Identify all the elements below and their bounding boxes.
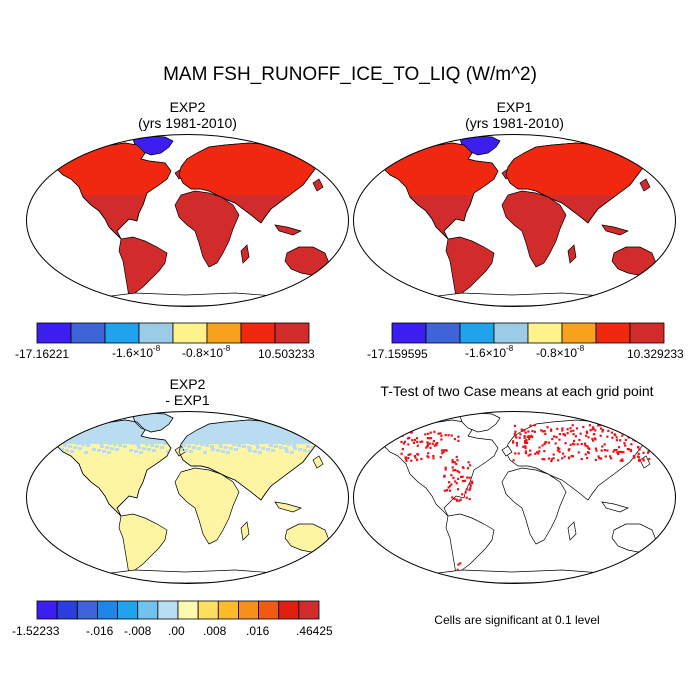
- colorbar-swatch: [104, 322, 140, 344]
- panel-diff-title: EXP2 - EXP1: [25, 376, 350, 408]
- colorbar-swatch: [391, 322, 427, 344]
- colorbar-swatch: [217, 600, 239, 620]
- continent-au: [284, 246, 330, 276]
- island: [601, 501, 629, 513]
- colorbar-exp2-tick-1: -1.6×10-8: [112, 344, 161, 360]
- colorbar-swatch: [238, 600, 259, 620]
- panel-exp1-title-main: EXP1: [496, 99, 533, 115]
- colorbar-exp1: [391, 322, 665, 344]
- continent-sa: [445, 236, 495, 298]
- panel-diff-subtitle: - EXP1: [165, 392, 210, 408]
- island: [274, 224, 302, 236]
- figure-title: MAM FSH_RUNOFF_ICE_TO_LIQ (W/m^2): [163, 64, 537, 85]
- panel-exp2-title: EXP2 (yrs 1981-2010): [25, 99, 350, 131]
- colorbar-swatch: [197, 600, 219, 620]
- colorbar-swatch: [258, 600, 280, 620]
- island: [639, 178, 651, 192]
- island: [312, 178, 324, 192]
- map-exp2: [26, 134, 349, 307]
- significant-cells: [400, 424, 656, 571]
- colorbar-exp2-min-label: -17.16221: [15, 347, 70, 361]
- globe-outline: [26, 134, 349, 307]
- island: [274, 501, 302, 513]
- panel-exp2-subtitle: (yrs 1981-2010): [138, 115, 237, 131]
- colorbar-swatch: [240, 322, 276, 344]
- map-exp1: [353, 134, 676, 307]
- colorbar-swatch: [76, 600, 98, 620]
- continent-af: [174, 467, 240, 545]
- colorbar-swatch: [527, 322, 563, 344]
- colorbar-swatch: [117, 600, 139, 620]
- colorbar-swatch: [459, 322, 495, 344]
- colorbar-swatch: [70, 322, 106, 344]
- colorbar-exp1-tick-2: -0.8×10-8: [536, 344, 585, 360]
- island: [567, 244, 577, 264]
- panel-diff-title-main: EXP2: [169, 376, 206, 392]
- colorbar-diff: [36, 600, 320, 620]
- colorbar-swatch: [36, 322, 72, 344]
- colorbar-swatch: [177, 600, 199, 620]
- colorbar-diff-label-6: .016: [246, 624, 270, 638]
- panel-exp2-title-main: EXP2: [169, 99, 206, 115]
- panel-exp1-subtitle: (yrs 1981-2010): [465, 115, 564, 131]
- globe-outline: [353, 134, 676, 307]
- colorbar-swatch: [172, 322, 208, 344]
- continent-sa: [118, 236, 168, 298]
- colorbar-swatch: [493, 322, 529, 344]
- map-ttest: [353, 411, 676, 584]
- colorbar-swatch: [206, 322, 242, 344]
- colorbar-diff-label-4: .00: [168, 624, 185, 638]
- island: [601, 224, 629, 236]
- colorbar-diff-label-3: -.008: [124, 624, 152, 638]
- globe-outline: [353, 411, 676, 584]
- island: [312, 455, 324, 469]
- island: [240, 244, 250, 264]
- colorbar-swatch: [36, 600, 58, 620]
- colorbar-exp2: [36, 322, 310, 344]
- colorbar-swatch: [298, 600, 320, 620]
- colorbar-swatch: [56, 600, 78, 620]
- colorbar-exp2-max-label: 10.503233: [258, 347, 315, 361]
- colorbar-swatch: [561, 322, 597, 344]
- colorbar-exp1-max-label: 10.329233: [627, 347, 684, 361]
- continent-au: [611, 523, 657, 553]
- colorbar-diff-label-7: .46425: [296, 624, 333, 638]
- colorbar-exp1-min-label: -17.159595: [367, 347, 428, 361]
- island: [240, 521, 250, 541]
- continent-au: [284, 523, 330, 553]
- colorbar-exp2-tick-2: -0.8×10-8: [182, 344, 231, 360]
- colorbar-swatch: [629, 322, 665, 344]
- colorbar-swatch: [138, 322, 174, 344]
- island: [567, 521, 577, 541]
- continent-au: [611, 246, 657, 276]
- continent-af: [174, 190, 240, 268]
- continent-sa: [445, 513, 495, 575]
- panel-exp1-title: EXP1 (yrs 1981-2010): [352, 99, 677, 131]
- continent-af: [501, 467, 567, 545]
- colorbar-diff-label-2: -.016: [86, 624, 114, 638]
- northern-band: [382, 143, 656, 195]
- island: [639, 455, 651, 469]
- globe-outline: [26, 411, 349, 584]
- northern-band: [55, 143, 329, 195]
- island: [501, 445, 513, 457]
- map-diff: [26, 411, 349, 584]
- continent-af: [501, 190, 567, 268]
- continent-sa: [118, 513, 168, 575]
- colorbar-swatch: [425, 322, 461, 344]
- colorbar-swatch: [595, 322, 631, 344]
- colorbar-exp1-tick-1: -1.6×10-8: [465, 344, 514, 360]
- ttest-significance-note: Cells are significant at 0.1 level: [434, 613, 600, 627]
- colorbar-swatch: [274, 322, 310, 344]
- colorbar-swatch: [137, 600, 159, 620]
- colorbar-swatch: [157, 600, 179, 620]
- colorbar-swatch: [97, 600, 118, 620]
- colorbar-swatch: [278, 600, 300, 620]
- colorbar-diff-label-5: .008: [203, 624, 227, 638]
- colorbar-diff-label-1: -1.52233: [12, 624, 60, 638]
- panel-ttest-title: T-Test of two Case means at each grid po…: [380, 383, 654, 399]
